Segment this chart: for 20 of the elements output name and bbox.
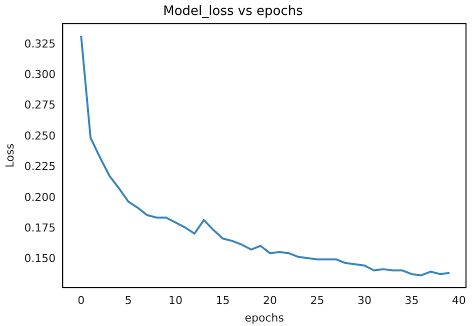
y-tick-label: 0.200 xyxy=(24,190,56,204)
y-tick-label: 0.150 xyxy=(24,252,56,266)
x-axis-title: epochs xyxy=(244,311,284,324)
y-tick-label: 0.250 xyxy=(24,129,56,142)
y-tick-label: 0.225 xyxy=(24,160,56,174)
y-tick-label: 0.325 xyxy=(24,37,56,50)
x-tick-label: 30 xyxy=(357,294,372,308)
x-tick-label: 25 xyxy=(310,294,324,308)
x-tick-label: 0 xyxy=(78,294,85,308)
y-tick-label: 0.300 xyxy=(24,68,56,82)
x-tick-label: 15 xyxy=(216,294,230,308)
y-tick-label: 0.175 xyxy=(24,222,56,235)
y-tick-label: 0.275 xyxy=(24,98,56,112)
x-tick-label: 5 xyxy=(124,294,132,308)
y-axis-title: Loss xyxy=(3,143,16,168)
chart-title: Model_loss vs epochs xyxy=(163,4,304,20)
x-tick-label: 10 xyxy=(168,294,183,308)
x-tick-label: 35 xyxy=(404,294,419,308)
x-tick-label: 20 xyxy=(263,294,278,308)
x-tick-label: 40 xyxy=(452,294,466,308)
